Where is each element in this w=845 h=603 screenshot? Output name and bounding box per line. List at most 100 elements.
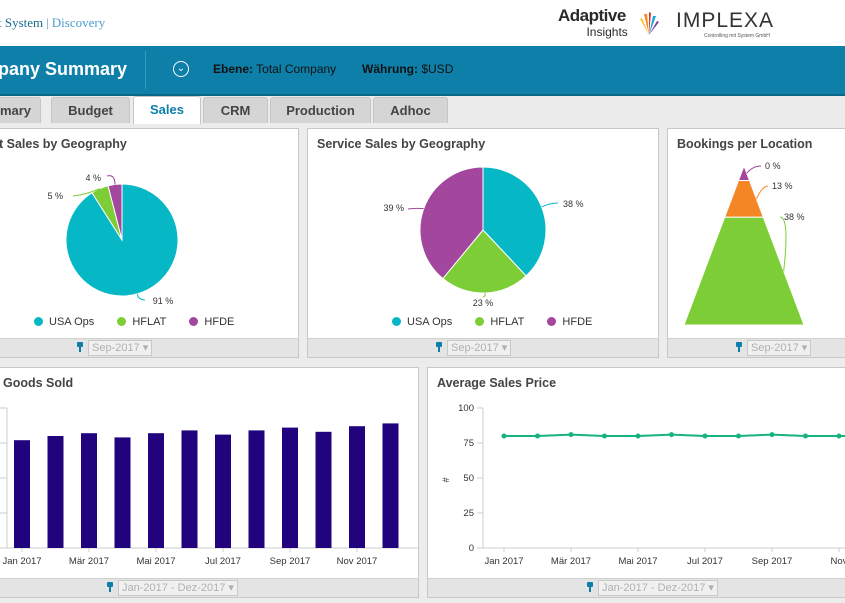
header-divider — [145, 51, 146, 89]
series-line — [504, 433, 845, 437]
pie-data-label: 91 % — [153, 296, 174, 306]
bar — [315, 431, 332, 548]
period-selector[interactable]: Sep-2017 ▾ — [747, 340, 812, 356]
pyramid-data-label: 13 % — [772, 181, 793, 191]
adaptive-insights-logo: Adaptive Insights — [558, 6, 628, 39]
pyramid-connector — [755, 185, 769, 200]
pie-slice — [482, 166, 547, 277]
y-tick-label: 50 — [463, 473, 474, 484]
bookings-panel: Bookings per Location 0 % 13 % 38 % Sep-20… — [667, 128, 845, 358]
panel-footer: Sep-2017 ▾ — [0, 338, 298, 357]
data-point — [602, 433, 607, 439]
y-axis-label: # — [441, 477, 451, 482]
pyramid-tier — [737, 164, 751, 181]
bar — [382, 423, 399, 548]
bar — [282, 427, 298, 548]
data-point — [736, 433, 741, 439]
tab-production[interactable]: Production — [270, 97, 371, 123]
cogs-bar-chart: Jan 2017 Mär 2017 Mai 2017 Jul 2017 Sep 2017… — [0, 407, 418, 567]
pie-data-label: 5 % — [47, 191, 63, 201]
currency-value: $USD — [421, 62, 454, 76]
bookings-pyramid-chart: 0 % 13 % 38 % — [683, 161, 805, 326]
data-point — [535, 433, 540, 439]
top-bar: t System | Discovery Adaptive Insights IMPL… — [0, 0, 845, 46]
tab-summary[interactable]: mary — [0, 97, 41, 123]
page-title: pany Summary — [0, 59, 128, 79]
data-point — [568, 432, 574, 438]
data-point — [769, 432, 775, 438]
avg-price-panel: Average Sales Price 100 75 50 25 0 # Jan 2017 M… — [427, 367, 845, 598]
tab-budget[interactable]: Budget — [51, 97, 130, 123]
panel-footer: Sep-2017 ▾ — [308, 338, 658, 357]
pyramid-connector — [746, 165, 762, 174]
tab-crm[interactable]: CRM — [203, 97, 268, 123]
x-tick-label: Mai 2017 — [618, 556, 657, 567]
legend-item[interactable]: HFLAT — [117, 316, 166, 328]
period-selector[interactable]: Sep-2017 ▾ — [447, 340, 512, 356]
y-tick-label: 0 — [469, 543, 474, 554]
pie-data-label: 39 % — [383, 203, 404, 213]
period-selector[interactable]: Jan-2017 - Dez-2017 ▾ — [598, 580, 718, 596]
pyramid-tier — [723, 179, 765, 218]
pie-connector — [482, 292, 486, 298]
bar — [349, 426, 365, 548]
bar — [14, 440, 30, 548]
panel-footer: Jan-2017 - Dez-2017 ▾ — [428, 578, 845, 597]
level-value: Total Company — [256, 62, 337, 76]
x-tick-label: Mär 2017 — [69, 556, 109, 567]
period-selector[interactable]: Jan-2017 - Dez-2017 ▾ — [118, 580, 238, 596]
legend-item[interactable]: USA Ops — [34, 316, 94, 328]
pin-icon[interactable] — [435, 342, 443, 352]
currency-selector[interactable]: Währung: $USD — [362, 62, 453, 76]
brand-name: t System — [0, 15, 44, 30]
bar — [114, 437, 131, 548]
panel-title: Goods Sold — [3, 376, 74, 390]
level-selector[interactable]: Ebene: Total Company — [213, 62, 336, 76]
panel-footer: Jan-2017 - Dez-2017 ▾ — [0, 578, 418, 597]
brand-discovery: Discovery — [51, 15, 106, 30]
pie-connector — [541, 202, 559, 208]
x-tick-label: Jul 2017 — [687, 556, 723, 567]
currency-label: Währung: — [362, 62, 418, 76]
y-tick-label: 75 — [463, 438, 474, 449]
pin-icon[interactable] — [76, 342, 84, 352]
x-tick-label: Sep 2017 — [752, 556, 793, 567]
y-tick-label: 100 — [458, 403, 474, 414]
data-point — [836, 433, 842, 439]
brand-link[interactable]: t System | Discovery — [0, 15, 106, 30]
product-sales-pie-chart: 91 % 5 % 4 % — [47, 173, 179, 306]
service-sales-panel: Service Sales by Geography 38 % 23 % 39 % … — [307, 128, 659, 358]
pin-icon[interactable] — [735, 342, 743, 352]
pie-data-label: 38 % — [563, 199, 584, 209]
pin-icon[interactable] — [586, 582, 594, 592]
tab-sales[interactable]: Sales — [133, 96, 201, 124]
bar — [47, 436, 64, 548]
period-selector[interactable]: Sep-2017 ▾ — [88, 340, 153, 356]
legend-item[interactable]: HFDE — [547, 316, 592, 328]
service-sales-pie-chart: 38 % 23 % 39 % — [383, 166, 584, 308]
implexa-subtitle: Controlling mit System GmbH — [704, 33, 770, 39]
level-label: Ebene: — [213, 62, 254, 76]
panel-title: Average Sales Price — [437, 376, 557, 390]
cogs-panel: Goods Sold Jan 2017 Mär 2017 Mai 2017 Jul 2… — [0, 367, 419, 598]
data-point — [669, 432, 674, 438]
tab-adhoc[interactable]: Adhoc — [373, 97, 448, 123]
x-tick-label: Nov — [831, 556, 845, 567]
legend-item[interactable]: HFLAT — [475, 316, 524, 328]
legend-item[interactable]: USA Ops — [392, 316, 452, 328]
pyramid-connector — [779, 216, 787, 272]
x-tick-label: Mär 2017 — [551, 556, 591, 567]
x-tick-label: Sep 2017 — [270, 556, 311, 567]
pin-icon[interactable] — [106, 582, 114, 592]
data-point — [803, 433, 808, 439]
pyramid-tier — [683, 216, 805, 326]
y-tick-label: 25 — [463, 508, 474, 519]
chart-legend: USA Ops HFLAT HFDE — [392, 316, 612, 328]
pie-connector — [106, 175, 116, 185]
x-tick-label: Jan 2017 — [2, 556, 41, 567]
chevron-down-icon[interactable]: ⌄ — [173, 61, 189, 77]
legend-item[interactable]: HFDE — [189, 316, 234, 328]
bar — [215, 434, 231, 548]
bar — [81, 433, 97, 548]
adaptive-flame-icon — [640, 12, 659, 35]
